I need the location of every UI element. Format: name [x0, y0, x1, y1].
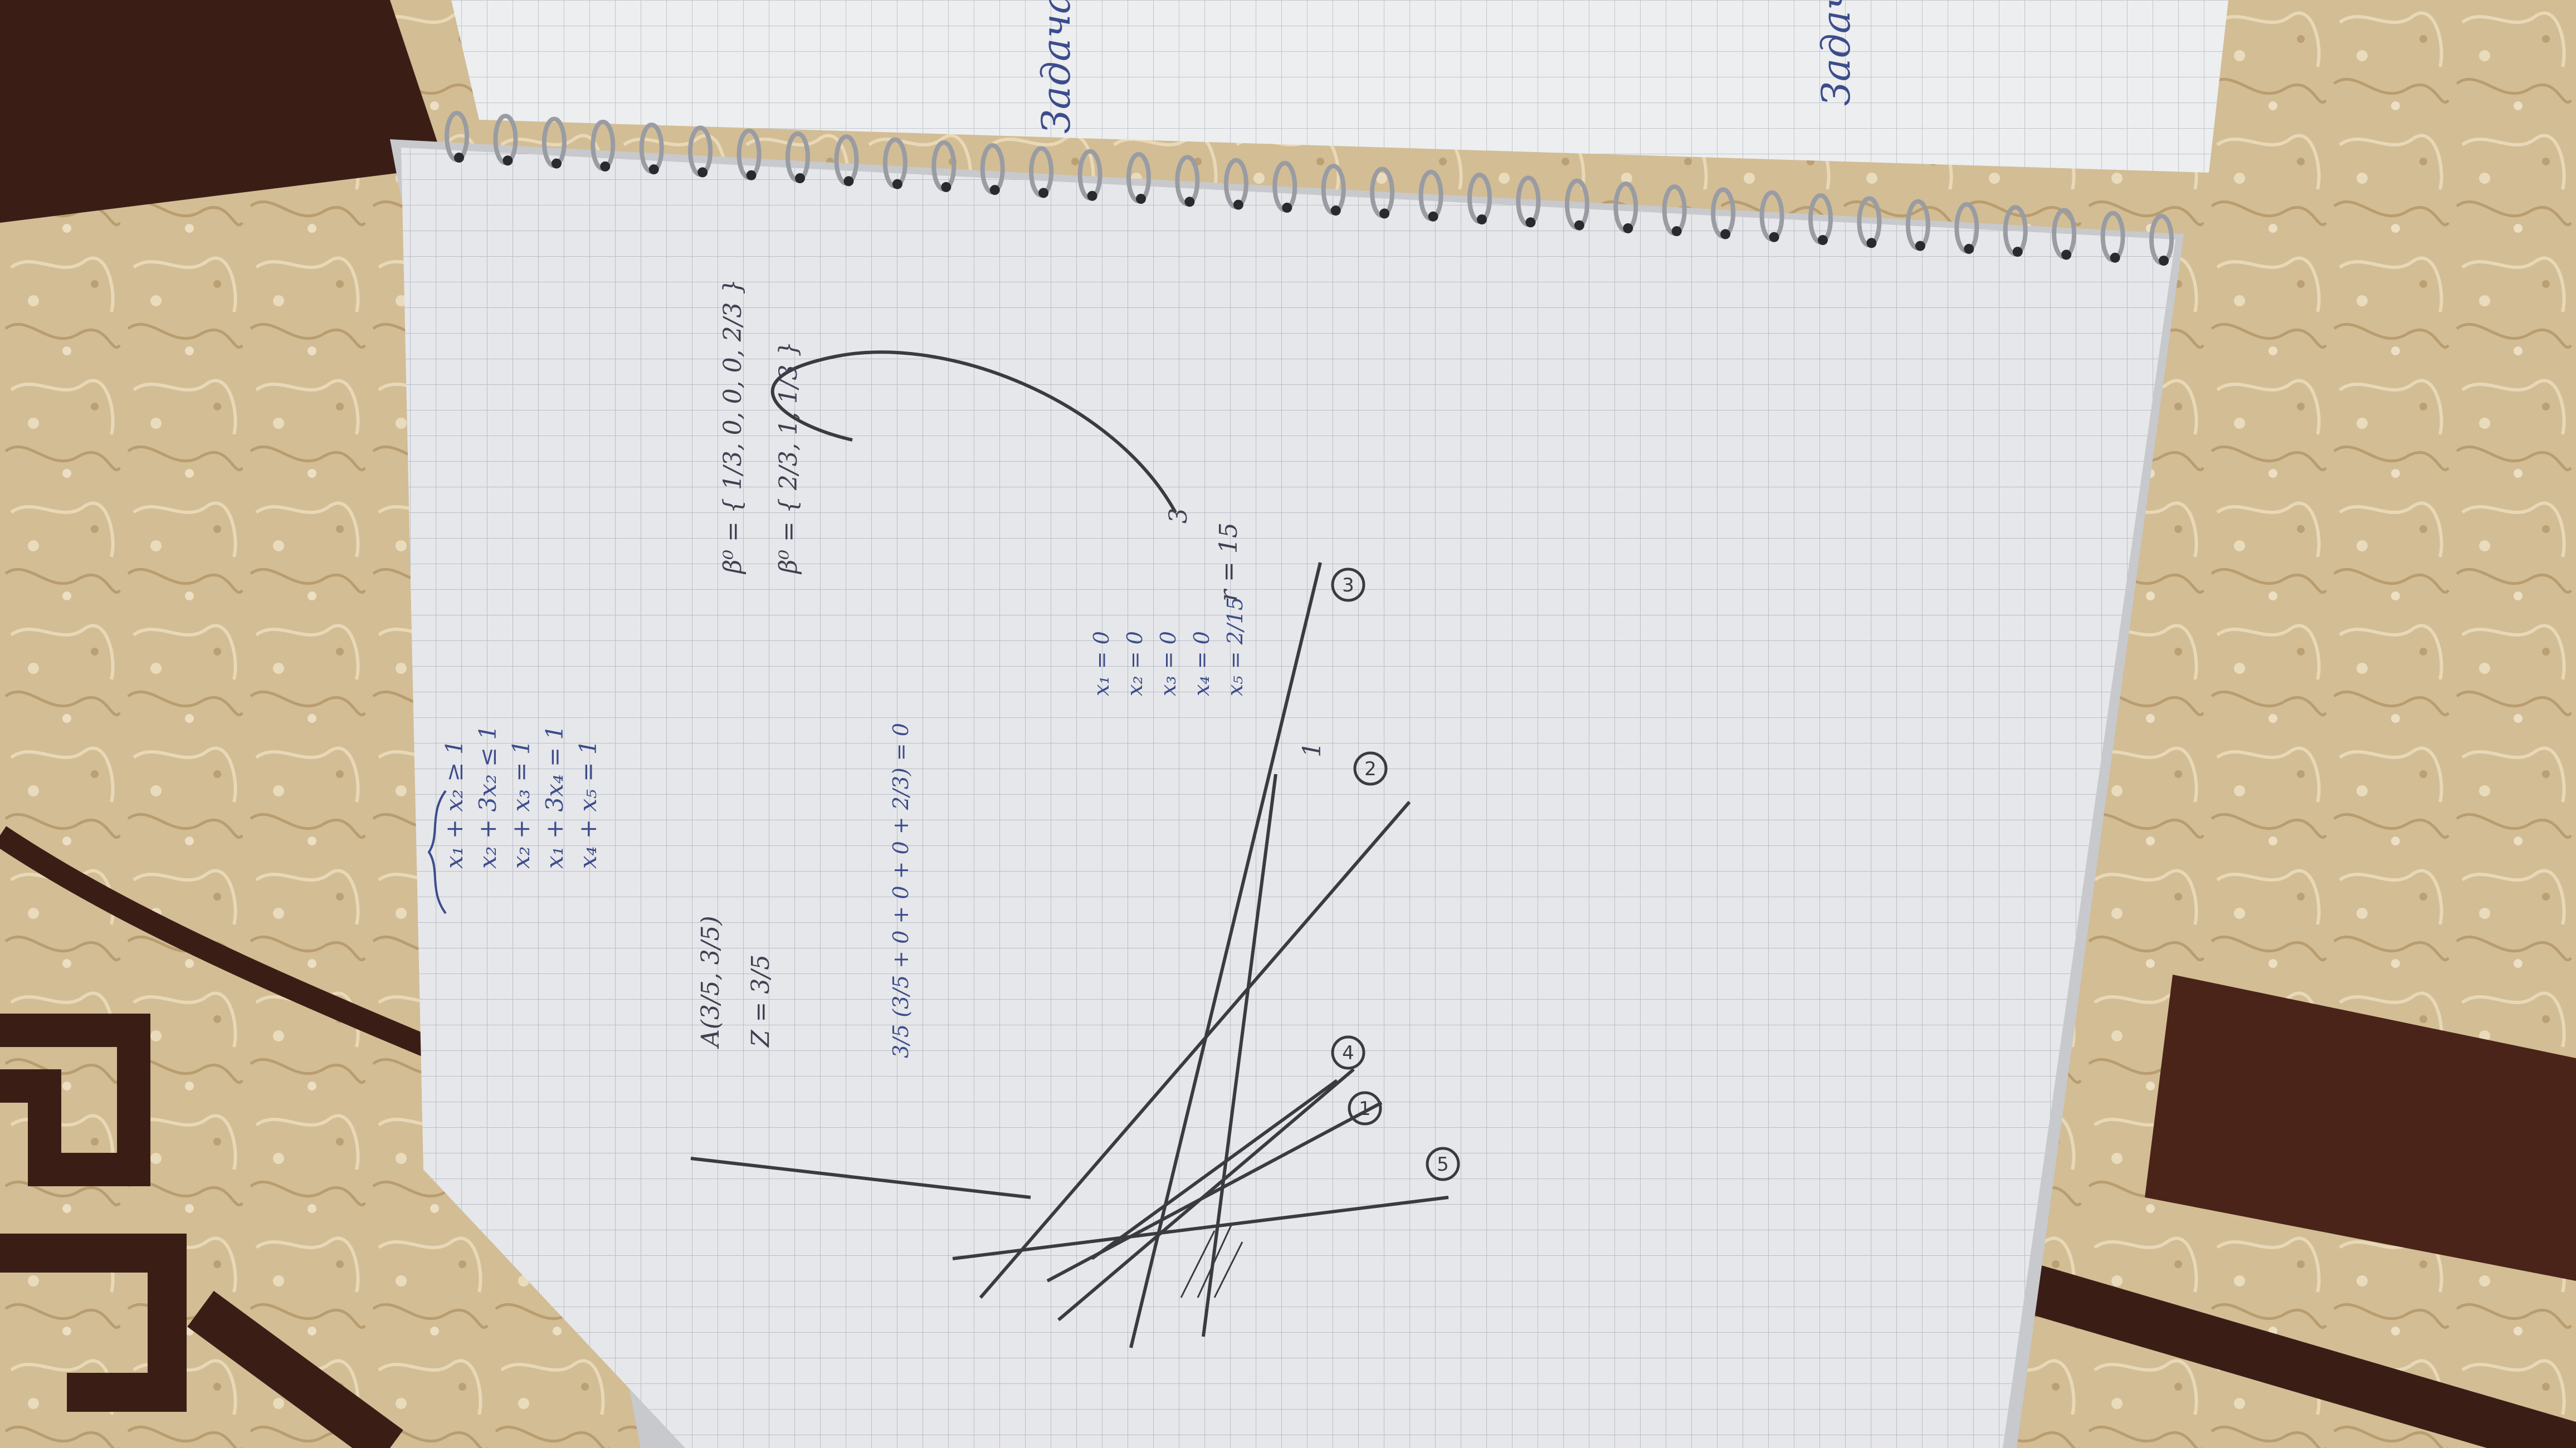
handwritten-system: x₁ + x₂ ≥ 1 x₂ + 3x₂ ≤ 1 x₂ + x₃ = 1 x₁ …: [441, 725, 602, 869]
graph-hatch: [1180, 1225, 1243, 1298]
spiral-hole: [1574, 220, 1584, 231]
graph-line-2: [1202, 774, 1277, 1337]
spiral-hole: [1330, 206, 1341, 216]
spiral-hole: [941, 182, 952, 192]
sys-eq-5: x₄ + x₅ = 1: [574, 740, 602, 869]
note-axis-1: 1: [1298, 742, 1326, 757]
spiral-hole: [1964, 243, 1974, 254]
note-beta-top: β⁰ = { 1/3, 0, 0, 0, 2/3 }: [719, 279, 747, 575]
spiral-hole: [2061, 250, 2072, 260]
handwritten-notes: β⁰ = { 1/3, 0, 0, 0, 2/3 } β⁰ = { 2/3, 1…: [696, 279, 1326, 1049]
spiral-hole: [551, 158, 562, 169]
sys-eq-1: x₁ + x₂ ≥ 1: [441, 740, 468, 869]
circle-label-2: [1353, 751, 1388, 786]
graph-axis-vertical: [690, 1157, 1031, 1199]
circled-2-text: 2: [1364, 758, 1377, 780]
spiral-hole: [1915, 241, 1925, 251]
calc-line-4: x₃ = 0: [1156, 631, 1180, 696]
spiral-hole: [746, 170, 757, 180]
spiral-hole: [1233, 199, 1243, 210]
spiral-hole: [1720, 229, 1731, 239]
spiral-hole: [1525, 217, 1536, 228]
spiral-hole: [1379, 208, 1390, 219]
sys-eq-3: x₂ + x₃ = 1: [508, 740, 535, 869]
spiral-hole: [697, 167, 708, 178]
handwritten-calculations: 3/5 (3/5 + 0 + 0 + 0 + 2/3) = 0 x₁ = 0 x…: [889, 597, 1247, 1058]
circle-label-1: [1348, 1091, 1382, 1126]
sys-eq-2: x₂ + 3x₂ ≤ 1: [474, 725, 501, 869]
calc-line-1: 3/5 (3/5 + 0 + 0 + 0 + 2/3) = 0: [889, 723, 913, 1058]
spiral-hole: [892, 179, 902, 189]
spiral-binding: [445, 111, 2174, 266]
circled-labels: [1331, 568, 1460, 1181]
spiral-hole: [502, 155, 513, 166]
spiral-hole: [1818, 235, 1828, 245]
graph-line-7: [1091, 1079, 1338, 1260]
sys-eq-4: x₁ + 3x₄ = 1: [541, 725, 568, 869]
spiral-hole: [454, 153, 464, 163]
calc-line-5: x₄ = 0: [1189, 631, 1214, 696]
handwritten-graph: [690, 350, 1449, 1348]
circle-label-3: [1331, 568, 1365, 602]
spiral-hole: [648, 164, 659, 175]
graph-line-3: [979, 801, 1411, 1299]
top-notebook-page: [451, 0, 2228, 173]
circle-label-5: [1426, 1147, 1460, 1181]
top-page-note-1: Задача: [1033, 0, 1079, 134]
spiral-hole: [2012, 247, 2023, 257]
spiral-hole: [1136, 194, 1146, 204]
note-z: Z = 3/5: [747, 955, 775, 1048]
graph-line-5: [952, 1196, 1449, 1260]
note-three: 3: [1164, 508, 1193, 524]
spiral-hole: [989, 185, 1000, 195]
spiral-hole: [1087, 190, 1097, 201]
spiral-hole: [1282, 202, 1292, 213]
spiral-hole: [2159, 256, 2169, 266]
spiral-hole: [1623, 223, 1633, 233]
spiral-hole: [1038, 188, 1049, 198]
calc-line-2: x₁ = 0: [1089, 631, 1114, 696]
system-brace: [427, 790, 447, 914]
spiral-hole: [1477, 214, 1487, 224]
circled-3-text: 3: [1342, 574, 1354, 596]
spiral-hole: [1769, 232, 1779, 242]
spiral-hole: [1671, 226, 1682, 237]
spiral-hole: [1428, 211, 1438, 222]
spiral-hole: [2110, 252, 2120, 263]
calc-line-6: x₅ = 2/15: [1223, 597, 1247, 696]
graph-curve: [770, 350, 1177, 513]
spiral-hole: [843, 176, 854, 187]
note-r: r = 15: [1214, 522, 1243, 601]
circled-5-text: 5: [1437, 1153, 1449, 1176]
top-page-note-2: Задача: [1813, 0, 1859, 106]
main-notebook-page: [401, 148, 2175, 1448]
spiral-hole: [1184, 197, 1195, 207]
note-a-matrix: A(3/5, 3/5): [696, 916, 725, 1049]
circled-1-text: 1: [1359, 1098, 1371, 1120]
graph-line-1: [1129, 562, 1322, 1348]
circle-label-4: [1331, 1035, 1365, 1070]
calc-line-3: x₂ = 0: [1123, 631, 1147, 696]
note-beta-bottom: β⁰ = { 2/3, 1, 1/3 }: [774, 341, 803, 575]
circled-label-texts: 3 2 4 1 5: [1342, 574, 1449, 1176]
spiral-hole: [600, 161, 611, 172]
circled-4-text: 4: [1342, 1042, 1354, 1064]
spiral-hole: [1866, 238, 1877, 248]
spiral-hole: [795, 173, 805, 183]
